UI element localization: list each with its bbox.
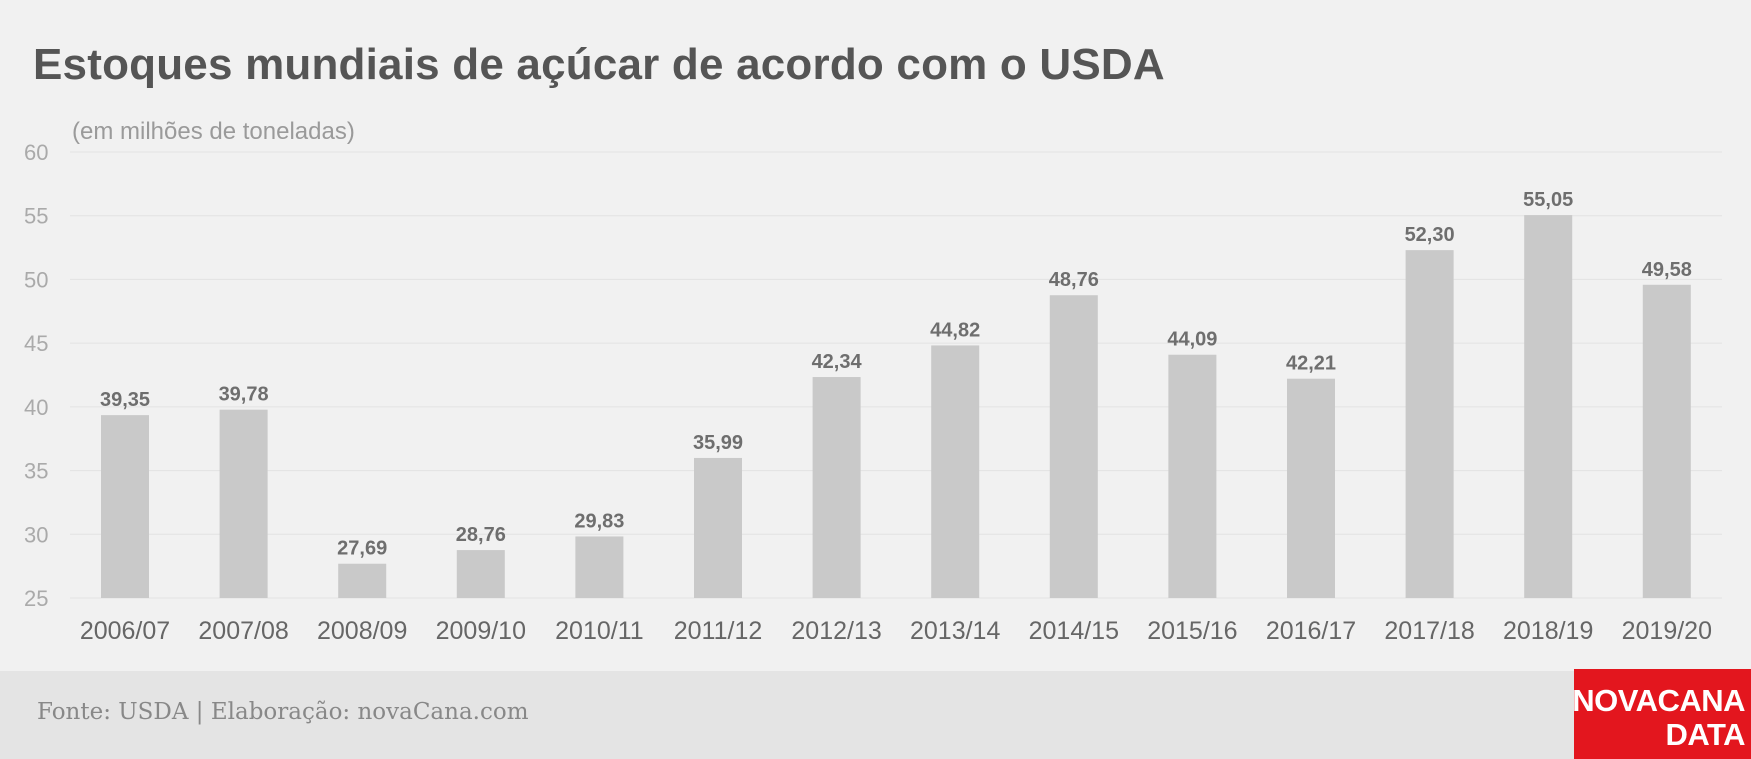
bar-2017/18[interactable] bbox=[1405, 250, 1454, 598]
novacana-data-logo[interactable]: NOVACANA DATA bbox=[1572, 669, 1751, 759]
data-label: 44,82 bbox=[930, 319, 980, 341]
data-labels: 39,35 39,78 27,69 28,76 29,83 35,99 42,34 44,82… bbox=[100, 189, 1692, 560]
y-tick-label: 30 bbox=[24, 522, 48, 547]
y-axis-ticks: 25 30 35 40 45 50 55 60 bbox=[24, 140, 48, 611]
x-tick-label: 2015/16 bbox=[1147, 617, 1237, 645]
y-tick-label: 50 bbox=[24, 267, 48, 292]
x-tick-label: 2017/18 bbox=[1384, 617, 1474, 645]
x-tick-label: 2013/14 bbox=[910, 617, 1000, 645]
logo-line-1: NOVACANA bbox=[1572, 683, 1745, 718]
x-tick-label: 2019/20 bbox=[1622, 617, 1712, 645]
x-tick-label: 2008/09 bbox=[317, 617, 407, 645]
data-label: 44,09 bbox=[1167, 329, 1217, 351]
chart-title: Estoques mundiais de açúcar de acordo co… bbox=[33, 40, 1165, 89]
bar-2016/17[interactable] bbox=[1287, 378, 1335, 598]
bar-2006/07[interactable] bbox=[101, 415, 149, 598]
bar-2013/14[interactable] bbox=[931, 345, 980, 598]
bar-2011/12[interactable] bbox=[694, 457, 742, 598]
bar-2014/15[interactable] bbox=[1049, 295, 1098, 598]
data-label: 42,34 bbox=[812, 351, 863, 373]
bar-2019/20[interactable] bbox=[1642, 284, 1691, 598]
data-label: 55,05 bbox=[1523, 189, 1573, 211]
x-axis-ticks: 2006/07 2007/08 2008/09 2009/10 2010/11 2011/… bbox=[80, 617, 1712, 645]
bar-2012/13[interactable] bbox=[812, 377, 861, 598]
y-tick-label: 55 bbox=[24, 204, 48, 229]
footer-bar bbox=[0, 671, 1751, 759]
x-tick-label: 2011/12 bbox=[674, 617, 763, 645]
y-tick-label: 45 bbox=[24, 331, 48, 356]
bar-chart: 25 30 35 40 45 50 55 60 39,35 39,78 27,69 28,76 29,… bbox=[24, 140, 1722, 645]
bar-2015/16[interactable] bbox=[1168, 354, 1217, 598]
x-tick-label: 2010/11 bbox=[555, 617, 644, 645]
logo-line-2: DATA bbox=[1665, 717, 1746, 752]
y-tick-label: 25 bbox=[24, 586, 48, 611]
x-tick-label: 2007/08 bbox=[198, 617, 288, 645]
data-label: 48,76 bbox=[1049, 269, 1099, 291]
grid-lines bbox=[70, 151, 1722, 599]
data-label: 27,69 bbox=[337, 538, 387, 560]
source-note: Fonte: USDA | Elaboração: novaCana.com bbox=[37, 699, 529, 725]
chart-subtitle: (em milhões de toneladas) bbox=[72, 118, 355, 145]
y-tick-label: 40 bbox=[24, 395, 48, 420]
x-tick-label: 2006/07 bbox=[80, 617, 170, 645]
bars bbox=[101, 215, 1691, 598]
data-label: 28,76 bbox=[456, 524, 506, 546]
bar-2009/10[interactable] bbox=[456, 550, 505, 598]
x-tick-label: 2018/19 bbox=[1503, 617, 1593, 645]
bar-2018/19[interactable] bbox=[1524, 215, 1573, 598]
y-tick-label: 35 bbox=[24, 459, 48, 484]
x-tick-label: 2009/10 bbox=[436, 617, 526, 645]
data-label: 29,83 bbox=[574, 510, 624, 532]
x-tick-label: 2016/17 bbox=[1266, 617, 1356, 645]
data-label: 42,21 bbox=[1286, 353, 1336, 375]
data-label: 49,58 bbox=[1642, 259, 1692, 281]
x-tick-label: 2012/13 bbox=[791, 617, 881, 645]
data-label: 39,78 bbox=[219, 384, 269, 406]
x-tick-label: 2014/15 bbox=[1029, 617, 1119, 645]
bar-2007/08[interactable] bbox=[219, 409, 268, 598]
bar-2010/11[interactable] bbox=[575, 536, 624, 598]
data-label: 39,35 bbox=[100, 389, 150, 411]
data-label: 52,30 bbox=[1405, 224, 1455, 246]
y-tick-label: 60 bbox=[24, 140, 48, 165]
bar-2008/09[interactable] bbox=[338, 563, 387, 598]
data-label: 35,99 bbox=[693, 432, 743, 454]
